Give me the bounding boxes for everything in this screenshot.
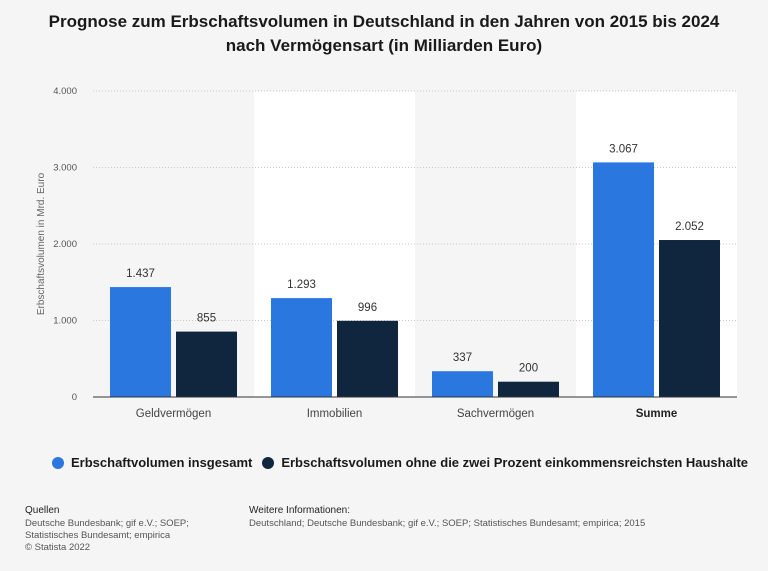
bar-2[interactable] xyxy=(659,240,720,397)
value-label-2: 200 xyxy=(519,363,538,375)
value-label-2: 996 xyxy=(358,302,377,314)
y-tick-label: 3.000 xyxy=(53,163,77,174)
value-labels: 1.437 855 1.293 996 337 200 3.067 2.052 xyxy=(126,143,704,374)
copyright: © Statista 2022 xyxy=(25,542,91,553)
chart-title: Prognose zum Erbschaftsvolumen in Deutsc… xyxy=(20,10,748,58)
sources-line-2: Statistisches Bundesamt; empirica xyxy=(25,530,171,541)
value-label-1: 1.293 xyxy=(287,279,316,291)
value-label-2: 855 xyxy=(197,313,216,325)
sources: Quellen Deutsche Bundesbank; gif e.V.; S… xyxy=(25,505,189,554)
y-axis-label: Erbschaftsvolumen in Mrd. Euro xyxy=(36,172,47,315)
y-tick-label: 0 xyxy=(72,392,77,403)
bar-1[interactable] xyxy=(593,162,654,397)
x-tick-label: Geldvermögen xyxy=(136,408,211,420)
legend-item-series-1[interactable]: Erbschaftvolumen insgesamt xyxy=(52,455,252,470)
value-label-1: 1.437 xyxy=(126,268,155,280)
value-label-2: 2.052 xyxy=(675,221,704,233)
sources-line-1: Deutsche Bundesbank; gif e.V.; SOEP; xyxy=(25,518,189,529)
sources-heading[interactable]: Quellen xyxy=(25,505,60,516)
bar-2[interactable] xyxy=(176,331,237,397)
legend-label-series-1: Erbschaftvolumen insgesamt xyxy=(71,455,253,470)
bar-2[interactable] xyxy=(498,381,559,397)
legend: Erbschaftvolumen insgesamt Erbschaftsvol… xyxy=(52,455,758,470)
chart-title-line-1: Prognose zum Erbschaftsvolumen in Deutsc… xyxy=(48,12,720,31)
bar-2[interactable] xyxy=(337,320,398,397)
x-tick-label: Sachvermögen xyxy=(457,408,534,420)
more-info-text: Deutschland; Deutsche Bundesbank; gif e.… xyxy=(249,518,646,529)
bar-1[interactable] xyxy=(432,371,493,397)
legend-marker-series-1 xyxy=(52,456,64,469)
more-info-heading[interactable]: Weitere Informationen: xyxy=(249,505,350,516)
more-info: Weitere Informationen: Deutschland; Deut… xyxy=(249,505,645,530)
bar-chart: 0 1.000 2.000 3.000 4.000 Erbschaftsvolumen … xyxy=(36,86,737,420)
x-tick-label: Immobilien xyxy=(307,408,363,420)
y-axis-ticks: 0 1.000 2.000 3.000 4.000 xyxy=(53,86,77,403)
legend-item-series-2[interactable]: Erbschaftsvolumen ohne die zwei Prozent … xyxy=(262,455,748,470)
x-tick-label: Summe xyxy=(636,408,678,420)
bar-1[interactable] xyxy=(110,287,171,397)
y-tick-label: 4.000 xyxy=(53,86,77,97)
y-tick-label: 1.000 xyxy=(53,316,77,327)
y-tick-label: 2.000 xyxy=(53,239,77,250)
value-label-1: 337 xyxy=(453,352,472,364)
gridlines xyxy=(93,90,737,321)
legend-label-series-2: Erbschaftsvolumen ohne die zwei Prozent … xyxy=(281,455,749,470)
bars xyxy=(110,162,720,397)
bar-1[interactable] xyxy=(271,298,332,397)
value-label-1: 3.067 xyxy=(609,143,638,155)
x-axis-ticks: Geldvermögen Immobilien Sachvermögen Summe xyxy=(136,408,677,420)
legend-marker-series-2 xyxy=(262,456,275,469)
chart-title-line-2: nach Vermögensart (in Milliarden Euro) xyxy=(225,36,543,55)
